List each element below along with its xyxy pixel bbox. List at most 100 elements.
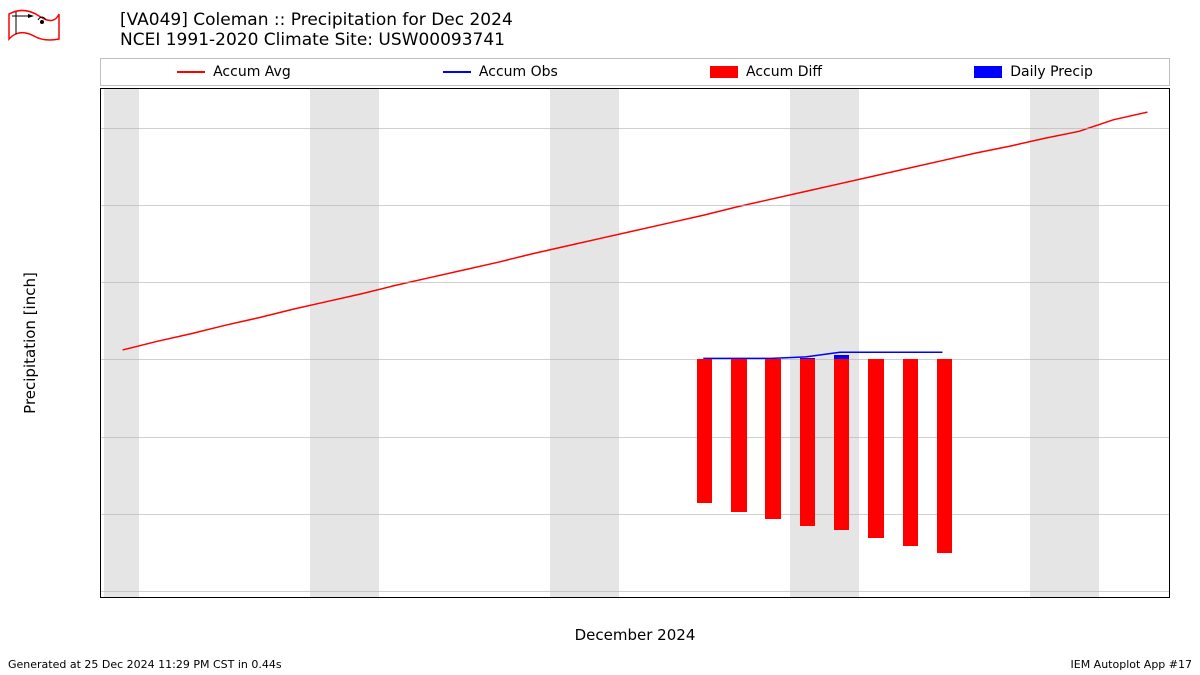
- legend-swatch: [443, 71, 471, 73]
- x-tick-label: 9: [392, 597, 400, 598]
- x-tick-label: 29: [1074, 597, 1091, 598]
- bar: [868, 359, 883, 538]
- x-tick-label: 18: [696, 597, 713, 598]
- bar: [731, 359, 746, 511]
- x-tick-label: 16: [628, 597, 645, 598]
- tick-mark: [156, 597, 157, 598]
- x-tick-label: 12: [491, 597, 508, 598]
- legend-item: Accum Diff: [710, 64, 822, 80]
- y-tick-label: 2: [100, 197, 101, 212]
- tick-mark: [705, 597, 706, 598]
- tick-mark: [739, 597, 740, 598]
- legend-swatch: [177, 71, 205, 73]
- grid-line: [101, 128, 1169, 129]
- y-tick-label: 0: [100, 352, 101, 367]
- legend-label: Accum Obs: [479, 64, 558, 80]
- grid-line: [101, 282, 1169, 283]
- bar: [697, 359, 712, 503]
- tick-mark: [636, 597, 637, 598]
- y-tick-label: 1: [100, 275, 101, 290]
- iem-logo: [4, 4, 64, 44]
- bar: [800, 358, 815, 360]
- tick-mark: [1048, 597, 1049, 598]
- chart-svg: [101, 89, 1169, 597]
- y-tick-label: 3: [100, 120, 101, 135]
- tick-mark: [362, 597, 363, 598]
- tick-mark: [670, 597, 671, 598]
- tick-mark: [430, 597, 431, 598]
- tick-mark: [1082, 597, 1083, 598]
- tick-mark: [327, 597, 328, 598]
- x-tick-label: 27: [1005, 597, 1022, 598]
- tick-mark: [842, 597, 843, 598]
- tick-mark: [807, 597, 808, 598]
- tick-mark: [602, 597, 603, 598]
- plot-area: -3-2-10123123456789101112131415161718192…: [100, 88, 1170, 598]
- tick-mark: [773, 597, 774, 598]
- footer-generated: Generated at 25 Dec 2024 11:29 PM CST in…: [8, 658, 282, 671]
- x-tick-label: 21: [799, 597, 816, 598]
- tick-mark: [396, 597, 397, 598]
- x-tick-label: 23: [868, 597, 885, 598]
- y-tick-label: -1: [100, 429, 101, 444]
- tick-mark: [224, 597, 225, 598]
- x-tick-label: 10: [422, 597, 439, 598]
- bar: [765, 359, 780, 519]
- x-tick-label: 4: [220, 597, 228, 598]
- tick-mark: [465, 597, 466, 598]
- x-tick-label: 24: [902, 597, 919, 598]
- footer-app: IEM Autoplot App #17: [1071, 658, 1193, 671]
- grid-line: [101, 591, 1169, 592]
- grid-line: [101, 359, 1169, 360]
- y-axis-label: Precipitation [inch]: [21, 272, 39, 414]
- title-line-2: NCEI 1991-2020 Climate Site: USW00093741: [120, 30, 513, 50]
- bar: [834, 359, 849, 530]
- legend-swatch: [974, 66, 1002, 78]
- y-tick-label: -3: [100, 584, 101, 598]
- x-tick-label: 20: [765, 597, 782, 598]
- series-line: [703, 352, 942, 358]
- bar: [937, 359, 952, 553]
- tick-mark: [190, 597, 191, 598]
- x-tick-label: 22: [833, 597, 850, 598]
- tick-mark: [567, 597, 568, 598]
- tick-mark: [293, 597, 294, 598]
- tick-mark: [499, 597, 500, 598]
- x-tick-label: 3: [186, 597, 194, 598]
- x-tick-label: 1: [117, 597, 125, 598]
- chart-title: [VA049] Coleman :: Precipitation for Dec…: [120, 10, 513, 51]
- x-tick-label: 7: [323, 597, 331, 598]
- x-tick-label: 13: [525, 597, 542, 598]
- legend-label: Daily Precip: [1010, 64, 1093, 80]
- tick-mark: [122, 597, 123, 598]
- x-tick-label: 2: [152, 597, 160, 598]
- x-tick-label: 11: [456, 597, 473, 598]
- legend-label: Accum Diff: [746, 64, 822, 80]
- tick-mark: [533, 597, 534, 598]
- x-tick-label: 17: [662, 597, 679, 598]
- legend: Accum Avg Accum Obs Accum Diff Daily Precip: [100, 58, 1170, 86]
- grid-line: [101, 205, 1169, 206]
- grid-line: [101, 437, 1169, 438]
- grid-line: [101, 514, 1169, 515]
- legend-label: Accum Avg: [213, 64, 291, 80]
- bar: [903, 359, 918, 545]
- tick-mark: [979, 597, 980, 598]
- tick-mark: [1150, 597, 1151, 598]
- x-tick-label: 15: [593, 597, 610, 598]
- legend-swatch: [710, 66, 738, 78]
- bar: [800, 359, 815, 525]
- x-tick-label: 26: [971, 597, 988, 598]
- tick-mark: [1116, 597, 1117, 598]
- x-tick-label: 8: [358, 597, 366, 598]
- y-tick-label: -2: [100, 507, 101, 522]
- x-tick-label: 14: [559, 597, 576, 598]
- legend-item: Daily Precip: [974, 64, 1093, 80]
- tick-mark: [1013, 597, 1014, 598]
- x-tick-label: 6: [289, 597, 297, 598]
- x-axis-label: December 2024: [575, 626, 696, 644]
- legend-item: Accum Obs: [443, 64, 558, 80]
- series-line: [123, 112, 1148, 350]
- tick-mark: [259, 597, 260, 598]
- x-tick-label: 30: [1108, 597, 1125, 598]
